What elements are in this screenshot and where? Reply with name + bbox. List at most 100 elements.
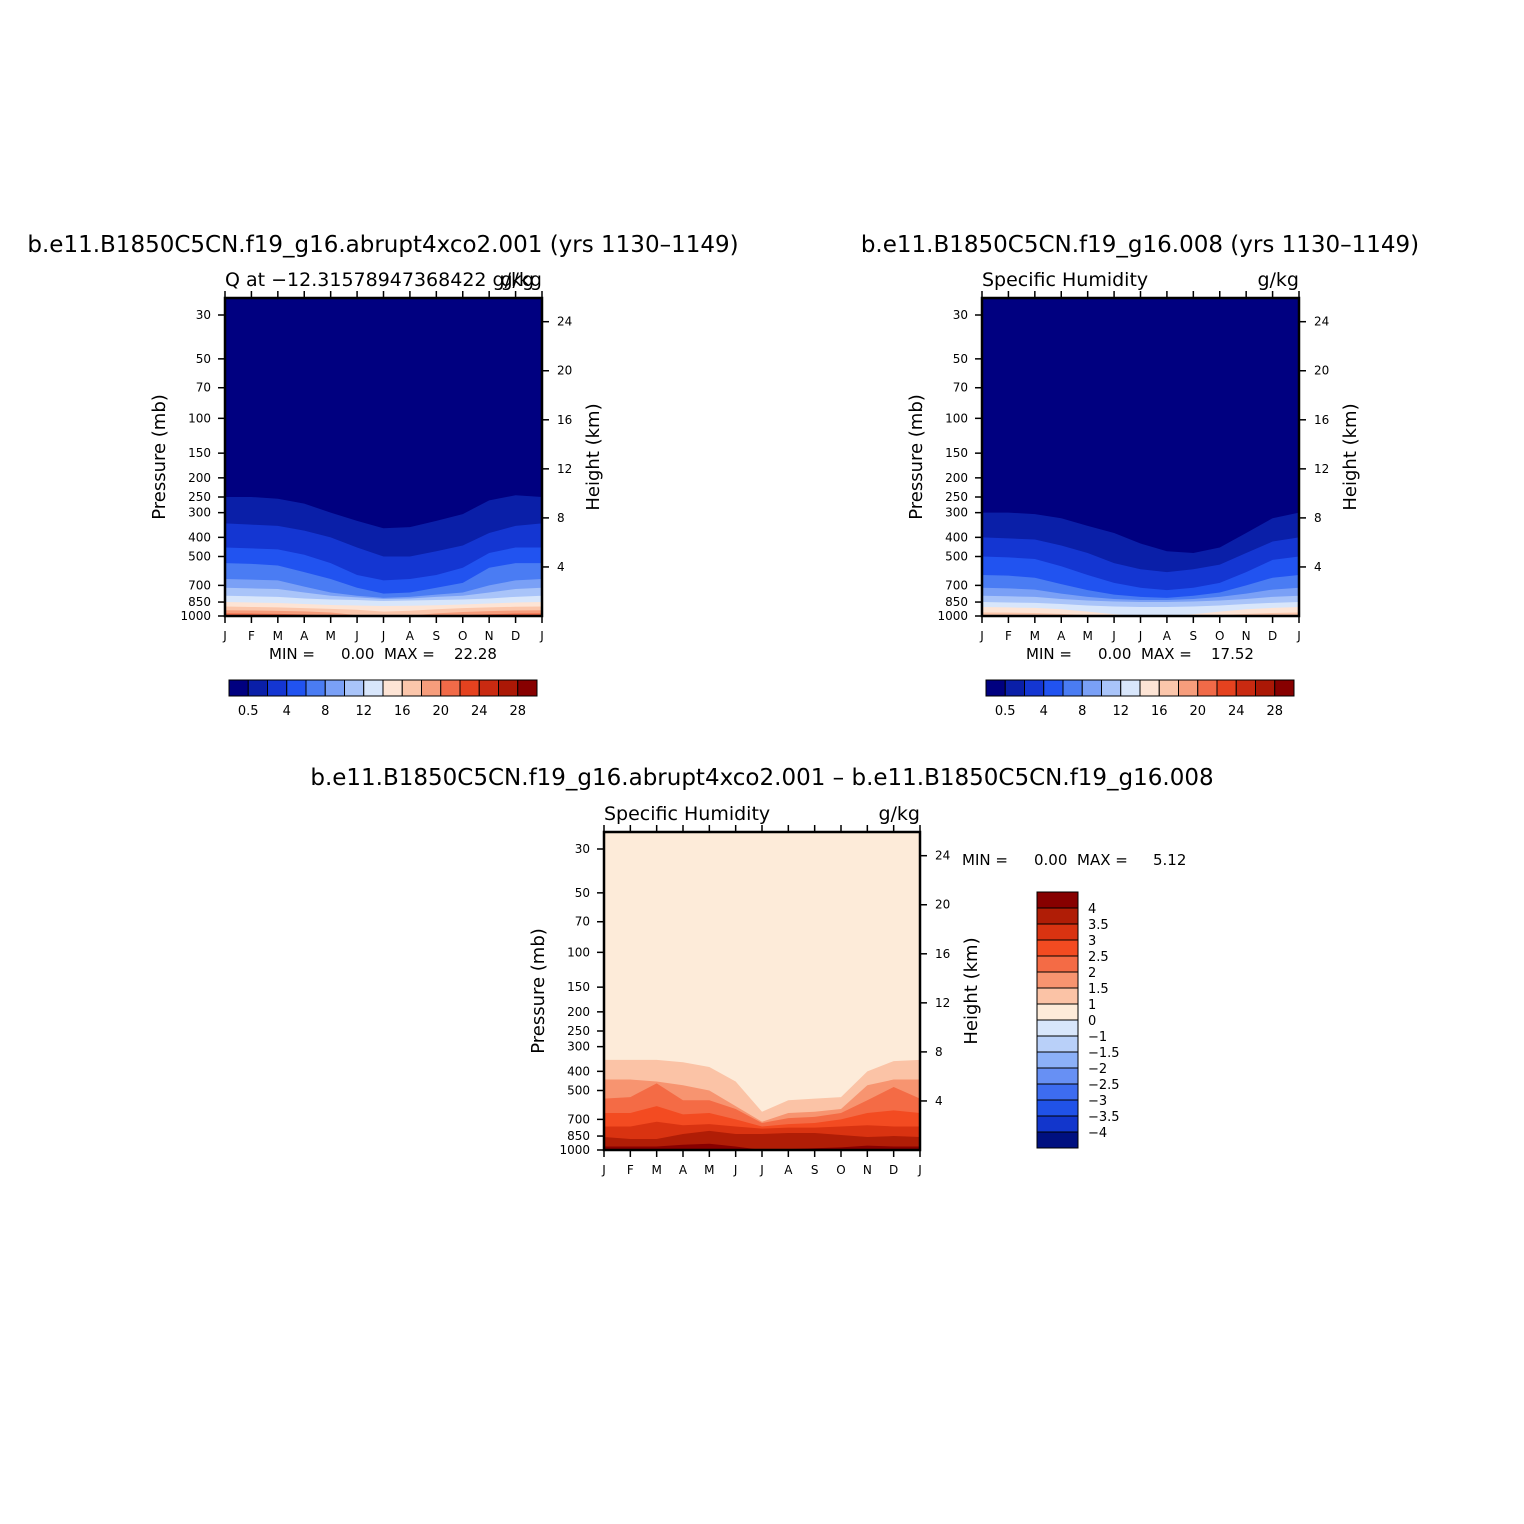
- max-value: 22.28: [454, 645, 497, 663]
- y-right-tick-label: 4: [557, 560, 565, 574]
- y-tick-label: 70: [196, 381, 211, 395]
- colorbar-box: [1043, 679, 1064, 697]
- y-tick-label: 850: [567, 1129, 590, 1143]
- colorbar-box: [1062, 679, 1083, 697]
- y-tick-label: 1000: [937, 609, 968, 623]
- y-tick-label: 200: [567, 1005, 590, 1019]
- x-tick-label: D: [889, 1163, 898, 1177]
- x-tick-label: J: [354, 629, 359, 643]
- x-tick-label: A: [406, 629, 415, 643]
- colorbar-label: 28: [509, 704, 526, 719]
- colorbar-box: [267, 679, 288, 697]
- colorbar-box: [1024, 679, 1045, 697]
- contour-fill: [982, 298, 1299, 616]
- y-right-tick-label: 12: [935, 996, 950, 1010]
- colorbar-box: [985, 679, 1006, 697]
- x-tick-label: S: [811, 1163, 819, 1177]
- y-tick-label: 700: [567, 1112, 590, 1126]
- x-tick-label: F: [248, 629, 255, 643]
- y-tick-label: 50: [575, 886, 590, 900]
- x-tick-label: M: [651, 1163, 661, 1177]
- x-tick-label: O: [1215, 629, 1224, 643]
- panel-right-string: g/kg: [878, 803, 920, 825]
- y-axis-label: Pressure (mb): [906, 394, 927, 520]
- max-value: 17.52: [1211, 645, 1254, 663]
- y-right-tick-label: 24: [1314, 315, 1329, 329]
- y-tick-label: 100: [945, 411, 968, 425]
- y-tick-label: 400: [567, 1064, 590, 1078]
- colorbar-box: [1101, 679, 1122, 697]
- colorbar-label: 12: [355, 704, 372, 719]
- y-tick-label: 250: [567, 1024, 590, 1038]
- colorbar-box: [1036, 971, 1079, 989]
- x-tick-label: J: [979, 629, 984, 643]
- x-tick-label: J: [917, 1163, 922, 1177]
- panel-1: b.e11.B1850C5CN.f19_g16.008 (yrs 1130–11…: [861, 232, 1419, 719]
- colorbar-box: [1235, 679, 1256, 697]
- panel-left-string: Specific Humidity: [604, 803, 770, 825]
- x-tick-label: M: [273, 629, 283, 643]
- y-tick-label: 300: [945, 506, 968, 520]
- y-axis-label: Pressure (mb): [149, 394, 170, 520]
- x-tick-label: J: [759, 1163, 764, 1177]
- y-tick-label: 400: [945, 530, 968, 544]
- x-tick-label: J: [381, 629, 386, 643]
- colorbar-label: −4: [1088, 1126, 1107, 1141]
- y-right-tick-label: 20: [557, 364, 572, 378]
- contour-fill: [225, 298, 542, 616]
- colorbar-box: [1036, 987, 1079, 1005]
- y-right-tick-label: 4: [1314, 560, 1322, 574]
- colorbar-label: 20: [432, 704, 449, 719]
- y-tick-label: 50: [196, 352, 211, 366]
- y-tick-label: 100: [567, 945, 590, 959]
- x-tick-label: A: [300, 629, 309, 643]
- y-tick-label: 500: [188, 550, 211, 564]
- colorbar-box: [1081, 679, 1102, 697]
- colorbar-label: 24: [471, 704, 488, 719]
- colorbar-box: [363, 679, 384, 697]
- panel-2: b.e11.B1850C5CN.f19_g16.abrupt4xco2.001 …: [310, 765, 1213, 1177]
- y-tick-label: 50: [953, 352, 968, 366]
- x-tick-label: N: [863, 1163, 872, 1177]
- x-tick-label: N: [1242, 629, 1251, 643]
- contour-band: [604, 1143, 920, 1150]
- colorbar-label: 12: [1112, 704, 1129, 719]
- colorbar-box: [1036, 891, 1079, 909]
- colorbar-box: [459, 679, 480, 697]
- y-right-axis-label: Height (km): [961, 937, 982, 1044]
- colorbar-box: [1036, 1131, 1079, 1149]
- y-tick-label: 700: [945, 578, 968, 592]
- x-tick-label: J: [1111, 629, 1116, 643]
- y-right-axis-label: Height (km): [1340, 403, 1361, 510]
- y-right-tick-label: 8: [1314, 511, 1322, 525]
- colorbar-label: 2: [1088, 966, 1096, 981]
- colorbar-label: 4: [1040, 704, 1048, 719]
- y-tick-label: 70: [953, 381, 968, 395]
- colorbar-box: [421, 679, 442, 697]
- y-right-tick-label: 20: [1314, 364, 1329, 378]
- colorbar-label: 1: [1088, 998, 1096, 1013]
- colorbar-box: [344, 679, 365, 697]
- y-right-axis-label: Height (km): [583, 403, 604, 510]
- colorbar-label: −3: [1088, 1094, 1107, 1109]
- y-tick-label: 850: [188, 595, 211, 609]
- x-tick-label: F: [1005, 629, 1012, 643]
- colorbar-box: [478, 679, 499, 697]
- x-tick-label: O: [458, 629, 467, 643]
- colorbar-label: 24: [1228, 704, 1245, 719]
- colorbar-label: 16: [394, 704, 411, 719]
- colorbar-label: 4: [1088, 902, 1096, 917]
- y-right-tick-label: 8: [557, 511, 565, 525]
- colorbar-box: [440, 679, 461, 697]
- y-tick-label: 150: [945, 446, 968, 460]
- y-right-tick-label: 16: [557, 413, 572, 427]
- x-tick-label: D: [1268, 629, 1277, 643]
- y-tick-label: 400: [188, 530, 211, 544]
- x-tick-label: F: [627, 1163, 634, 1177]
- colorbar-label: 4: [283, 704, 291, 719]
- panel-title: b.e11.B1850C5CN.f19_g16.abrupt4xco2.001 …: [27, 232, 738, 258]
- y-tick-label: 150: [567, 980, 590, 994]
- y-right-tick-label: 12: [1314, 462, 1329, 476]
- x-tick-label: N: [485, 629, 494, 643]
- colorbar-label: −1: [1088, 1030, 1107, 1045]
